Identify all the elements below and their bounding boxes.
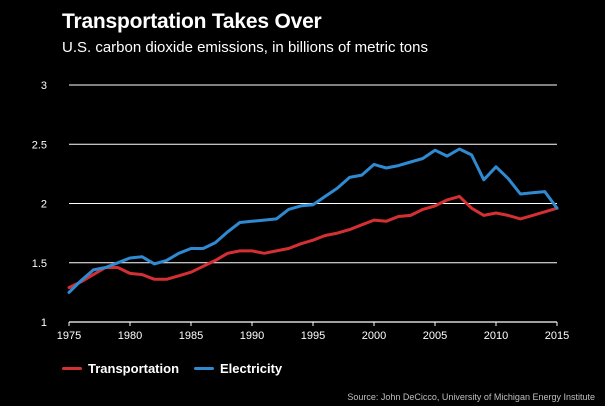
x-tick-label: 1985 [179,330,203,342]
legend-swatch-transportation [62,367,82,370]
x-tick-label: 1975 [57,330,81,342]
y-tick-label: 3 [41,80,47,92]
series-line-transportation [67,194,559,290]
legend-label-transportation: Transportation [88,361,180,376]
chart-subtitle: U.S. carbon dioxide emissions, in billio… [62,39,428,56]
legend-label-electricity: Electricity [220,361,283,376]
x-tick-label: 2000 [362,330,386,342]
x-tick-label: 1995 [301,330,325,342]
series-lines [67,147,559,294]
y-tick-label: 2.5 [32,139,47,151]
legend-swatch-electricity [194,367,214,370]
series-line-electricity [67,147,559,294]
y-axis-ticks: 1 1.5 2 2.5 3 [32,80,47,329]
y-tick-label: 1 [41,317,47,329]
x-axis-ticks: 1975 1980 1985 1990 1995 2000 2005 2010 2015 [57,322,569,342]
y-tick-label: 1.5 [32,258,47,270]
x-tick-label: 1980 [118,330,142,342]
source-note: Source: John DeCicco, University of Mich… [347,392,595,402]
y-tick-label: 2 [41,199,47,211]
x-tick-label: 1990 [240,330,264,342]
chart-title: Transportation Takes Over [62,10,322,33]
x-tick-label: 2010 [484,330,508,342]
x-tick-label: 2005 [423,330,447,342]
x-tick-label: 2015 [545,330,569,342]
